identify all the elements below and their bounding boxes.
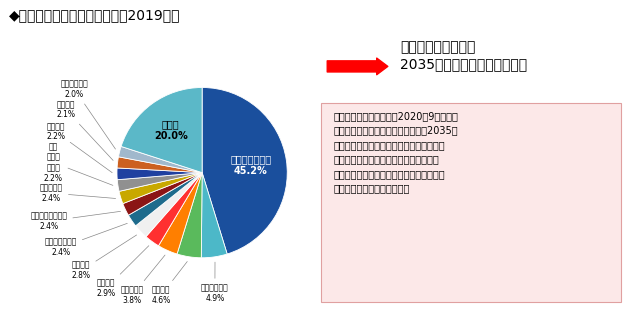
- Text: コロラド
2.1%: コロラド 2.1%: [57, 100, 113, 160]
- Wedge shape: [177, 173, 202, 258]
- Wedge shape: [117, 173, 202, 191]
- Wedge shape: [121, 88, 202, 173]
- Text: ◆電気自動車の州別販売割合（2019年）: ◆電気自動車の州別販売割合（2019年）: [9, 8, 181, 22]
- Text: カリフォルニア州では、2020年9月、同州
内におけるガソリン車の新車販売を2035年
までに禁止するとし、同年までに州内で販
売する全ての新車（乗用車およびト: カリフォルニア州では、2020年9月、同州 内におけるガソリン車の新車販売を20…: [334, 111, 459, 193]
- Text: フロリダ
4.6%: フロリダ 4.6%: [152, 262, 187, 305]
- Wedge shape: [202, 88, 287, 254]
- FancyArrowPatch shape: [327, 58, 388, 75]
- Wedge shape: [129, 173, 202, 226]
- Wedge shape: [117, 168, 202, 180]
- Text: カリフォルニア州：
2035年にガソリン車販売禁止: カリフォルニア州： 2035年にガソリン車販売禁止: [400, 40, 527, 71]
- Wedge shape: [117, 157, 202, 173]
- Text: オハイオ
2.2%: オハイオ 2.2%: [46, 122, 112, 173]
- Wedge shape: [119, 173, 202, 204]
- Wedge shape: [202, 173, 227, 258]
- Wedge shape: [146, 173, 202, 246]
- Wedge shape: [123, 173, 202, 215]
- Wedge shape: [118, 146, 202, 173]
- Wedge shape: [159, 173, 202, 254]
- Text: メリーランド
2.0%: メリーランド 2.0%: [60, 79, 115, 149]
- FancyBboxPatch shape: [321, 103, 621, 302]
- Text: イリノイ
2.8%: イリノイ 2.8%: [72, 235, 137, 280]
- Text: ワシントン
3.8%: ワシントン 3.8%: [121, 255, 165, 305]
- Text: ニュージャージー
2.4%: ニュージャージー 2.4%: [30, 211, 120, 231]
- Text: ニューヨーク
4.9%: ニューヨーク 4.9%: [201, 262, 229, 303]
- Text: マサ
チュー
セッツ
2.2%: マサ チュー セッツ 2.2%: [43, 142, 113, 185]
- Text: バージニア
2.4%: バージニア 2.4%: [40, 183, 116, 203]
- Wedge shape: [135, 173, 202, 237]
- Text: カリフォルニア
45.2%: カリフォルニア 45.2%: [231, 154, 272, 176]
- Text: テキサス
2.9%: テキサス 2.9%: [96, 246, 149, 298]
- Text: ペンシルベニア
2.4%: ペンシルベニア 2.4%: [45, 223, 127, 257]
- Text: その他
20.0%: その他 20.0%: [154, 119, 188, 141]
